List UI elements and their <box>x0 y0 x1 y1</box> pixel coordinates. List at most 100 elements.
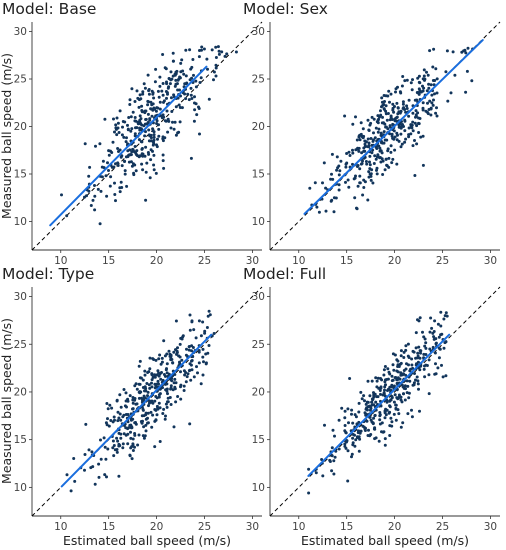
data-point <box>379 109 382 113</box>
data-point <box>427 373 431 377</box>
data-point <box>437 335 441 339</box>
data-point <box>146 416 149 420</box>
data-point <box>153 80 157 84</box>
data-point <box>129 129 133 133</box>
data-point <box>122 413 126 417</box>
data-point <box>223 54 227 58</box>
data-point <box>141 168 145 172</box>
data-point <box>393 135 397 139</box>
y-tick-label: 30 <box>252 291 265 303</box>
data-point <box>369 174 373 178</box>
data-point <box>351 148 354 152</box>
data-point <box>348 377 352 380</box>
data-point <box>389 150 393 154</box>
data-point <box>466 46 470 50</box>
data-point <box>370 403 374 407</box>
panel-title: Model: Type <box>2 265 94 283</box>
x-tick-label: 15 <box>340 521 353 533</box>
data-point <box>117 442 121 446</box>
data-point <box>169 78 173 82</box>
data-point <box>379 131 383 135</box>
data-point <box>142 425 146 429</box>
data-point <box>155 413 159 417</box>
data-point <box>160 360 164 364</box>
data-point <box>401 100 405 104</box>
data-point <box>433 372 437 376</box>
data-point <box>385 378 389 381</box>
data-point <box>143 389 146 393</box>
data-point <box>133 433 137 437</box>
data-point <box>383 437 387 441</box>
data-point <box>392 400 396 404</box>
data-point <box>395 115 399 119</box>
data-point <box>413 372 416 375</box>
data-point <box>417 131 421 134</box>
data-point <box>441 375 445 379</box>
data-point <box>162 166 166 170</box>
data-point <box>150 114 154 118</box>
data-point <box>156 369 160 373</box>
data-point <box>164 368 168 372</box>
data-point <box>401 102 405 106</box>
axis-frame <box>31 287 262 517</box>
data-point <box>386 367 390 371</box>
data-point <box>408 379 412 383</box>
data-point <box>167 372 171 376</box>
data-point <box>376 154 380 158</box>
data-point <box>377 439 381 443</box>
data-point <box>376 130 380 134</box>
data-point <box>374 157 378 161</box>
data-point <box>376 121 380 125</box>
data-point <box>130 87 134 91</box>
data-point <box>102 436 106 440</box>
data-point <box>404 344 408 348</box>
data-point <box>363 429 367 432</box>
data-point <box>89 204 93 207</box>
data-point <box>206 67 209 71</box>
data-point <box>390 132 394 136</box>
data-point <box>382 103 386 106</box>
data-point <box>405 104 409 108</box>
data-point <box>143 86 147 90</box>
data-point <box>370 151 374 155</box>
data-point <box>149 410 153 414</box>
data-point <box>190 76 194 80</box>
data-point <box>425 110 429 114</box>
data-point <box>133 119 137 123</box>
data-point <box>401 421 405 425</box>
x-tick-label: 30 <box>246 255 259 267</box>
data-point <box>168 354 172 358</box>
data-point <box>93 208 97 212</box>
data-point <box>188 313 192 317</box>
data-point <box>138 93 142 97</box>
data-point <box>129 430 132 434</box>
data-point <box>410 408 413 412</box>
data-point <box>363 411 367 415</box>
data-point <box>162 339 166 343</box>
data-point <box>324 186 328 190</box>
data-point <box>389 92 393 96</box>
data-point <box>144 118 148 121</box>
data-point <box>153 373 157 377</box>
data-point <box>366 400 370 404</box>
data-point <box>114 123 118 127</box>
data-point <box>363 139 367 143</box>
data-point <box>351 421 355 425</box>
data-point <box>390 118 394 121</box>
data-point <box>324 209 328 213</box>
data-point <box>128 98 132 102</box>
data-point <box>113 130 116 134</box>
data-point <box>183 373 187 377</box>
data-point <box>462 49 466 53</box>
data-point <box>364 160 368 163</box>
data-point <box>320 458 324 461</box>
y-tick-label: 15 <box>252 169 265 181</box>
data-point <box>405 107 409 110</box>
data-point <box>124 391 128 395</box>
data-point <box>160 356 164 360</box>
data-point <box>94 144 97 148</box>
data-point <box>399 395 403 399</box>
data-point <box>344 446 348 450</box>
data-point <box>172 127 176 131</box>
data-point <box>197 319 201 323</box>
